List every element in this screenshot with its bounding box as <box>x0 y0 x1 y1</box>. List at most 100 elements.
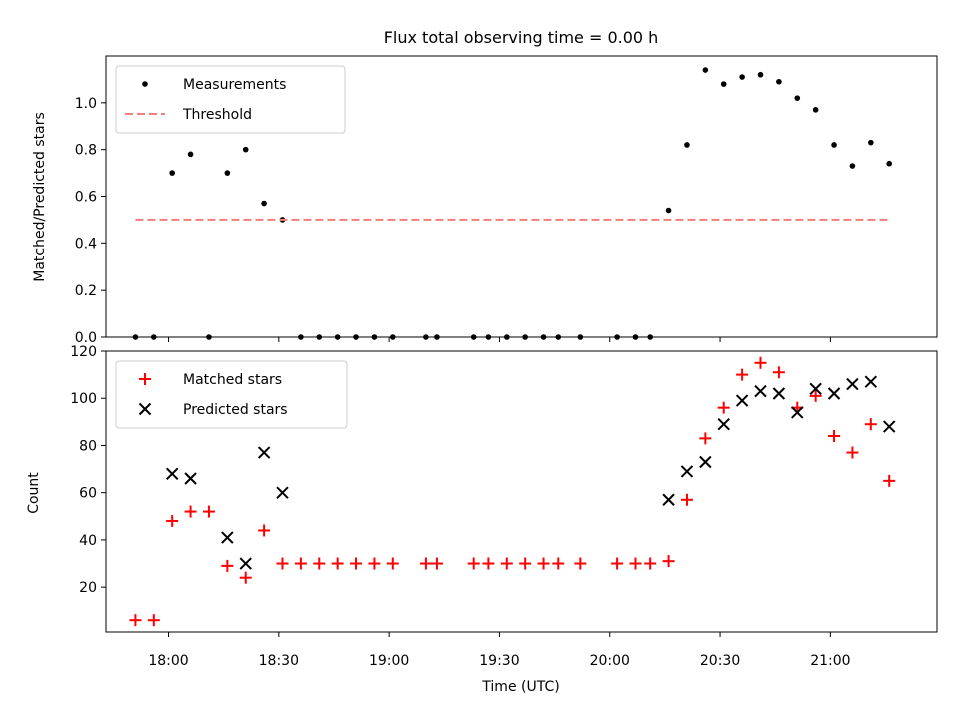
predicted-star-point <box>276 486 289 499</box>
legend-matched-swatch <box>139 373 151 385</box>
legend-label: Matched stars <box>183 372 282 388</box>
y-tick-label: 120 <box>70 344 97 360</box>
matched-star-point <box>552 557 565 570</box>
measurement-point <box>614 334 620 340</box>
measurement-point <box>540 334 547 340</box>
y-tick-label: 0.8 <box>75 143 97 159</box>
legend-box <box>115 65 346 134</box>
predicted-star-point <box>184 472 197 485</box>
matched-star-point <box>276 557 289 570</box>
y-tick-label: 20 <box>79 580 97 596</box>
predicted-star-point <box>809 382 822 395</box>
predicted-star-point <box>735 394 749 407</box>
measurement-point <box>169 170 175 176</box>
measurement-point <box>261 200 267 207</box>
measurement-point <box>334 334 341 340</box>
predicted-star-point <box>772 387 786 400</box>
measurement-point <box>849 163 856 169</box>
measurement-point <box>776 78 782 85</box>
x-tick-label: 19:30 <box>479 653 519 669</box>
predicted-star-point <box>864 375 878 388</box>
y-tick-label: 1.0 <box>75 96 97 112</box>
matched-star-point <box>166 515 179 528</box>
matched-star-point <box>331 557 344 570</box>
matched-star-point <box>864 418 877 431</box>
predicted-star-point <box>221 531 234 544</box>
measurement-point <box>831 142 837 148</box>
measurement-point <box>423 334 429 340</box>
matched-star-point <box>736 368 749 381</box>
matched-star-point <box>662 555 675 568</box>
measurement-point <box>555 334 562 340</box>
predicted-star-point <box>754 384 767 398</box>
x-axis-label: Time (UTC) <box>481 679 559 695</box>
axes-frame <box>105 350 938 633</box>
measurement-point <box>224 170 231 176</box>
bottom-panel: 20 40 60 80 100 120 18:00 18:30 19:00 19:30 20:00 2… <box>26 344 938 695</box>
matched-star-point <box>467 557 480 570</box>
predicted-star-point <box>846 377 859 391</box>
matched-star-point <box>258 524 271 537</box>
measurement-point <box>353 334 359 340</box>
y-tick-label: 100 <box>70 391 97 407</box>
predicted-star-point <box>882 420 896 433</box>
matched-star-point <box>611 557 624 570</box>
measurement-point <box>151 334 157 340</box>
legend-measurement-swatch <box>142 81 148 87</box>
measurement-point <box>503 334 510 340</box>
legend-label: Threshold <box>182 107 252 123</box>
matched-star-point <box>717 401 730 414</box>
y-tick-label: 40 <box>79 533 97 549</box>
predicted-star-point <box>699 455 712 469</box>
matched-star-point <box>500 557 513 570</box>
measurement-point <box>132 334 139 340</box>
matched-star-point <box>202 505 215 518</box>
measurement-point <box>632 334 639 340</box>
y-tick-label: 80 <box>79 438 97 454</box>
measurement-point <box>577 334 584 340</box>
measurement-point <box>298 334 304 340</box>
legend-box <box>115 360 348 429</box>
matched-star-point <box>699 432 712 445</box>
measurement-point <box>868 139 874 146</box>
matched-star-point <box>680 493 693 506</box>
measurement-point <box>886 160 892 167</box>
x-tick-label: 20:30 <box>700 653 740 669</box>
measurement-point <box>242 146 249 153</box>
predicted-star-point <box>662 493 675 506</box>
predicted-star-point <box>827 387 841 400</box>
matched-star-point <box>846 446 859 459</box>
matched-star-point <box>350 557 363 570</box>
matched-star-point <box>482 557 495 570</box>
measurement-point <box>390 334 396 340</box>
y-tick-label: 0.0 <box>75 330 97 346</box>
measurement-point <box>522 334 528 340</box>
matched-star-point <box>368 557 381 570</box>
measurement-point <box>739 74 745 80</box>
legend-label: Predicted stars <box>183 402 288 418</box>
matched-star-point <box>147 614 160 627</box>
matched-star-point <box>184 505 197 518</box>
bottom-y-axis-label: Count <box>26 472 42 514</box>
matched-star-point <box>772 366 785 379</box>
matched-star-point <box>430 557 443 570</box>
measurement-point <box>794 95 801 101</box>
matched-star-point <box>386 557 399 570</box>
matched-star-point <box>419 557 432 570</box>
measurement-point <box>665 207 672 214</box>
legend-predicted-swatch <box>138 402 152 416</box>
x-tick-label: 21:00 <box>810 653 850 669</box>
matched-star-point <box>537 557 550 570</box>
measurement-point <box>434 334 440 340</box>
predicted-star-point <box>239 557 252 570</box>
top-plot-area: 0.0 0.2 0.4 0.6 0.8 1.0 <box>75 55 938 346</box>
measurement-point <box>371 334 378 340</box>
matched-star-point <box>754 356 767 369</box>
measurement-point <box>684 142 690 148</box>
predicted-star-point <box>791 406 804 419</box>
matched-star-point <box>809 389 822 402</box>
predicted-star-point <box>257 446 271 459</box>
predicted-star-point <box>717 417 730 431</box>
measurement-point <box>812 107 819 113</box>
matched-star-point <box>129 614 142 627</box>
